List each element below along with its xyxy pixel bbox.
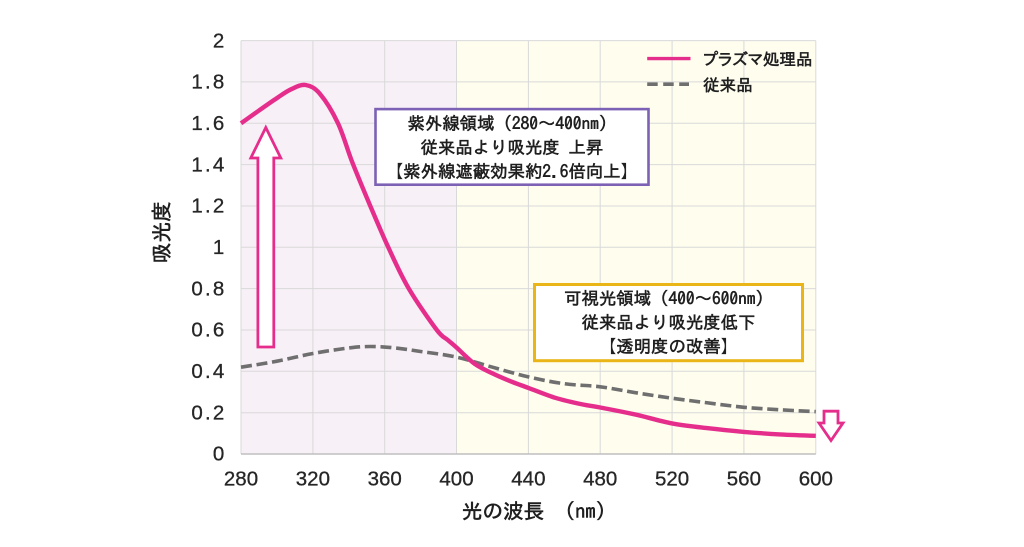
svg-text:1.4: 1.4	[191, 153, 226, 176]
svg-text:0.6: 0.6	[191, 319, 226, 342]
svg-text:2: 2	[213, 29, 224, 52]
svg-text:520: 520	[655, 468, 689, 491]
svg-text:280: 280	[224, 468, 258, 491]
svg-text:360: 360	[368, 468, 402, 491]
svg-text:480: 480	[583, 468, 617, 491]
svg-text:320: 320	[296, 468, 330, 491]
svg-text:1.6: 1.6	[191, 112, 226, 135]
svg-text:560: 560	[727, 468, 761, 491]
svg-text:0.2: 0.2	[191, 401, 226, 424]
svg-text:0.8: 0.8	[191, 277, 226, 300]
svg-text:400: 400	[439, 468, 473, 491]
svg-text:1.8: 1.8	[191, 71, 226, 94]
svg-text:0: 0	[213, 443, 224, 466]
svg-text:440: 440	[511, 468, 545, 491]
svg-text:0.4: 0.4	[191, 360, 226, 383]
svg-text:1.2: 1.2	[191, 195, 226, 218]
svg-text:1: 1	[213, 236, 224, 259]
svg-text:600: 600	[799, 468, 833, 491]
